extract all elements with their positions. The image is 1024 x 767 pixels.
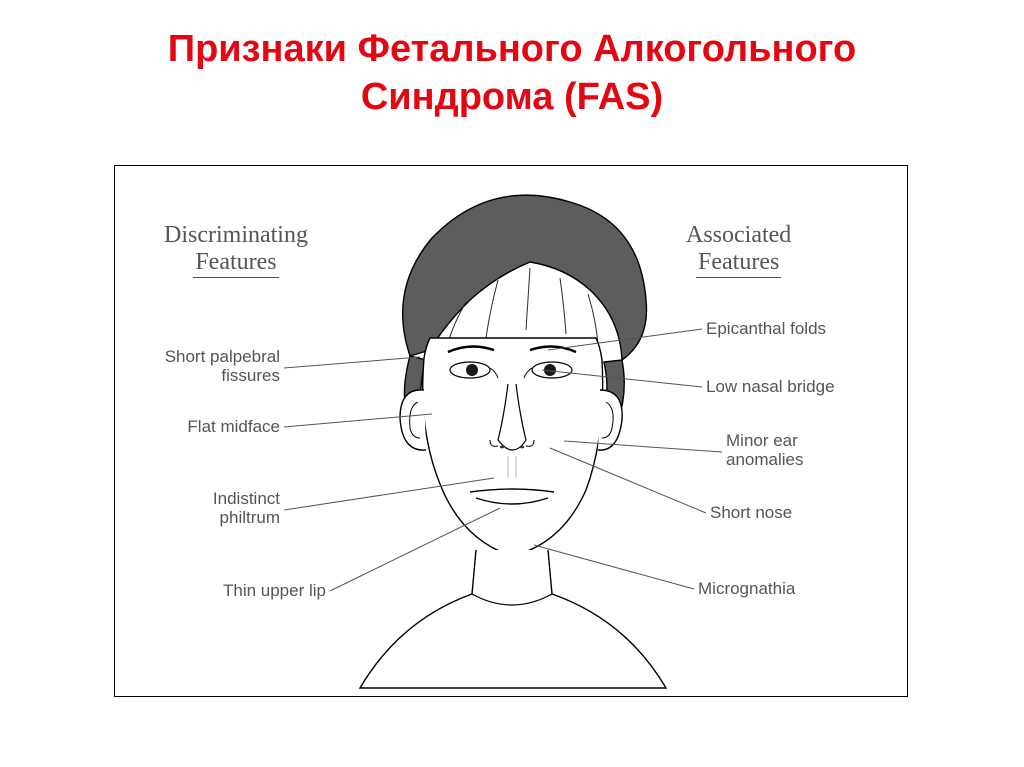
label-epicanthal-folds: Epicanthal folds <box>706 320 826 339</box>
label-micrognathia: Micrognathia <box>698 580 795 599</box>
label-thin-upper-lip: Thin upper lip <box>223 582 326 601</box>
label-indistinct-philtrum: Indistinctphiltrum <box>213 490 280 527</box>
label-short-nose: Short nose <box>710 504 792 523</box>
label-low-nasal-bridge: Low nasal bridge <box>706 378 835 397</box>
label-short-palpebral: Short palpebralfissures <box>165 348 280 385</box>
label-minor-ear: Minor earanomalies <box>726 432 804 469</box>
label-flat-midface: Flat midface <box>187 418 280 437</box>
diagram-svg <box>0 0 1024 767</box>
